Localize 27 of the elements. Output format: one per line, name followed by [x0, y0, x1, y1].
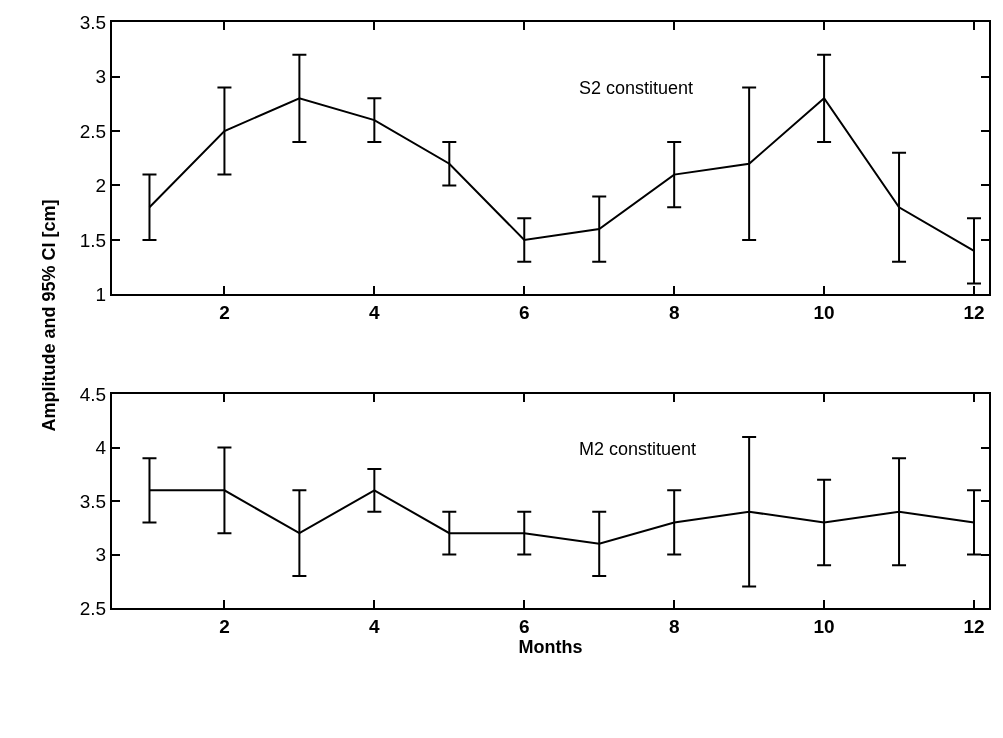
- y-tick-label: 1: [95, 284, 107, 306]
- x-tick-label: 10: [813, 615, 835, 637]
- x-tick-label: 8: [668, 615, 680, 637]
- x-tick-label: 2: [219, 615, 230, 637]
- annotation: M2 constituent: [579, 439, 697, 459]
- x-tick-label: 8: [668, 302, 680, 324]
- x-axis-title: Months: [518, 636, 583, 657]
- x-tick-label: 6: [518, 302, 530, 324]
- y-tick-label: 3.5: [79, 11, 107, 33]
- y-tick-label: 4.5: [79, 383, 107, 405]
- y-tick-label: 4: [95, 437, 107, 459]
- x-tick-label: 2: [219, 302, 230, 324]
- y-tick-label: 2.5: [79, 120, 107, 142]
- x-tick-label: 12: [963, 615, 985, 637]
- y-tick-label: 1.5: [79, 229, 107, 251]
- y-tick-label: 2: [95, 175, 107, 197]
- y-axis-title: Amplitude and 95% CI [cm]: [39, 199, 60, 432]
- y-tick-label: 3.5: [79, 490, 107, 512]
- y-tick-label: 3: [95, 66, 107, 88]
- x-tick-label: 10: [813, 302, 835, 324]
- x-tick-label: 6: [518, 615, 530, 637]
- y-tick-label: 3: [95, 544, 107, 566]
- x-tick-label: 4: [369, 615, 381, 637]
- y-tick-label: 2.5: [79, 597, 107, 619]
- x-tick-label: 12: [963, 302, 985, 324]
- annotation: S2 constituent: [579, 78, 694, 98]
- x-tick-label: 4: [369, 302, 381, 324]
